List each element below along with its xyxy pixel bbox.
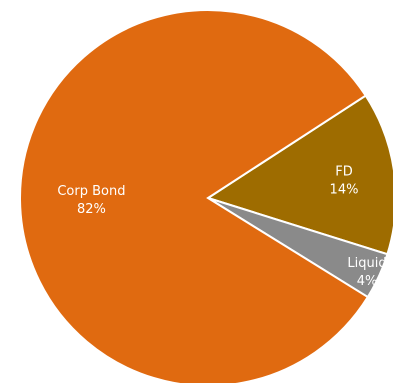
pie-slice-corp-bond — [19, 9, 370, 387]
labels-layer: FD 14% Liquid 4% Corp Bond 82% — [57, 164, 386, 288]
slice-value-liquid: 4% — [357, 274, 378, 289]
slices-layer — [19, 9, 393, 387]
slice-value-corp-bond: 82% — [77, 202, 106, 217]
slice-label-fd: FD — [335, 164, 353, 179]
slice-value-fd: 14% — [330, 182, 359, 197]
slice-label-corp-bond: Corp Bond — [57, 184, 125, 199]
pie-slice-fd — [205, 94, 393, 256]
slice-label-liquid: Liquid — [347, 256, 386, 271]
